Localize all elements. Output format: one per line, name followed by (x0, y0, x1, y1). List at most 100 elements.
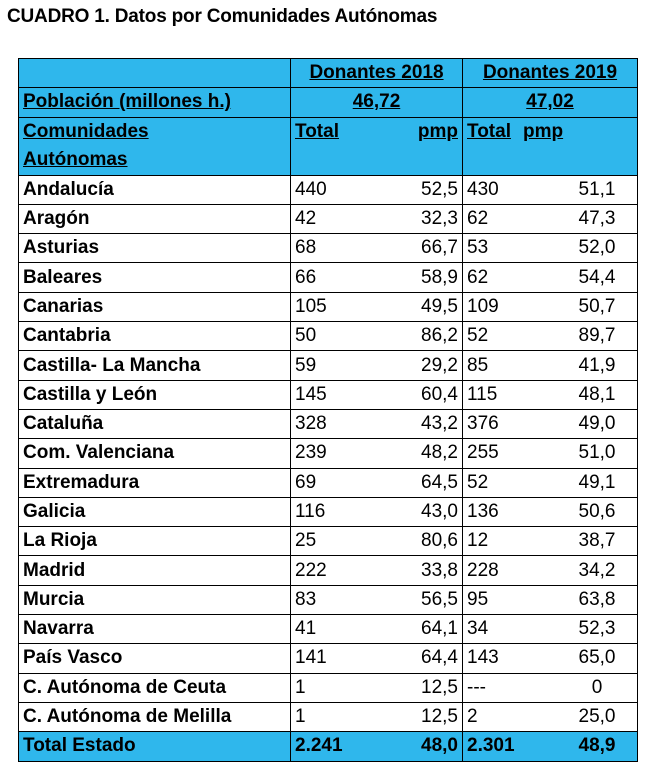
region-name-cell: Asturias (18, 233, 291, 264)
pmp-2018-value: 58,9 (421, 266, 458, 288)
poblacion-2019: 47,02 (526, 91, 574, 113)
region-name-cell: Canarias (18, 291, 291, 323)
donantes-2019-label: Donantes 2019 (482, 62, 618, 84)
values-2018-cell: 59 29,2 (290, 350, 463, 381)
values-2019-cell: 376 49,0 (462, 408, 638, 440)
table-row: Extremadura 69 64,5 52 49,1 (18, 467, 638, 498)
pmp-2018-value: 66,7 (421, 237, 458, 259)
total-2018-value: 239 (295, 442, 327, 464)
pmp-2019-value: 89,7 (578, 325, 616, 347)
table-row: Cantabria 50 86,2 52 89,7 (18, 321, 638, 352)
table-row: Navarra 41 64,1 34 52,3 (18, 614, 638, 645)
table-row: Canarias 105 49,5 109 50,7 (18, 291, 638, 323)
pmp-2019-value: 25,0 (578, 706, 616, 728)
total-2019-value: 52 (467, 325, 489, 347)
total-2019-value: --- (467, 676, 486, 698)
region-name-cell: Cantabria (18, 321, 291, 352)
table-title: CUADRO 1. Datos por Comunidades Autónoma… (7, 6, 438, 27)
pmp-2019-value: 51,0 (578, 442, 616, 464)
pmp-2018-value: 43,2 (421, 413, 458, 435)
total-2019-value: 115 (467, 383, 498, 405)
total-2018-label: Total (295, 120, 339, 142)
table-row: C. Autónoma de Ceuta 1 12,5 --- 0 (18, 672, 638, 703)
pmp-2018-value: 29,2 (421, 354, 458, 376)
pmp-2019-value: 52,0 (578, 237, 616, 259)
values-2019-cell: 85 41,9 (462, 350, 638, 381)
values-2019-cell: 34 52,3 (462, 614, 638, 645)
total-2018-value: 2.241 (295, 735, 343, 757)
header-row-comunidades: Comunidades Autónomas Total pmp Total pm… (18, 116, 638, 176)
region-name-cell: Cataluña (18, 408, 291, 440)
region-name-cell: Castilla y León (18, 379, 291, 410)
region-name-cell: Murcia (18, 584, 291, 616)
table-row: Andalucía 440 52,5 430 51,1 (18, 174, 638, 205)
total-2018-value: 105 (295, 295, 327, 317)
total-2018-value: 141 (295, 647, 327, 669)
comunidades-label-line2: Autónomas (23, 148, 128, 170)
pmp-2019-value: 48,1 (578, 383, 616, 405)
values-2019-cell: 2.301 48,9 (462, 731, 638, 762)
donantes-2018-label: Donantes 2018 (309, 62, 444, 84)
region-name-cell: C. Autónoma de Ceuta (18, 672, 291, 703)
header-donantes-2019: Donantes 2019 (462, 57, 638, 89)
total-2019-value: 95 (467, 588, 489, 610)
pmp-2019-value: 63,8 (578, 588, 616, 610)
values-2018-cell: 1 12,5 (290, 701, 463, 733)
pmp-2018-value: 86,2 (421, 325, 458, 347)
values-2018-cell: 42 32,3 (290, 203, 463, 235)
header-empty-cell (18, 57, 291, 89)
region-name-cell: Baleares (18, 262, 291, 293)
header-donantes-2018: Donantes 2018 (290, 57, 463, 89)
total-2018-value: 68 (295, 237, 317, 259)
region-name-cell: Com. Valenciana (18, 438, 291, 469)
region-name-cell: La Rioja (18, 526, 291, 557)
total-2018-value: 145 (295, 383, 327, 405)
total-2018-value: 83 (295, 588, 317, 610)
total-2019-value: 376 (467, 413, 499, 435)
values-2019-cell: 12 38,7 (462, 526, 638, 557)
table-row: Asturias 68 66,7 53 52,0 (18, 233, 638, 264)
region-name-cell: Galicia (18, 496, 291, 528)
table-row: Castilla- La Mancha 59 29,2 85 41,9 (18, 350, 638, 381)
region-name-cell: Extremadura (18, 467, 291, 498)
values-2018-cell: 69 64,5 (290, 467, 463, 498)
pmp-2018-value: 80,6 (421, 530, 458, 552)
total-2019-value: 2 (467, 706, 478, 728)
values-2018-cell: 141 64,4 (290, 643, 463, 674)
total-2019-value: 430 (467, 178, 499, 200)
comunidades-header-cell: Comunidades Autónomas (18, 116, 291, 176)
pmp-2019-label: pmp (523, 120, 564, 142)
table-row: Cataluña 328 43,2 376 49,0 (18, 408, 638, 440)
donors-table: Donantes 2018 Donantes 2019 Población (m… (18, 57, 638, 762)
pmp-2019-value: 38,7 (578, 530, 616, 552)
poblacion-2018: 46,72 (352, 91, 401, 113)
total-2018-value: 328 (295, 413, 327, 435)
total-2019-value: 2.301 (467, 735, 515, 757)
values-2019-cell: 228 34,2 (462, 555, 638, 586)
total-2018-value: 116 (295, 501, 326, 522)
pmp-2018-value: 49,5 (421, 295, 458, 317)
pmp-2018-value: 60,4 (421, 383, 458, 405)
values-2019-cell: --- 0 (462, 672, 638, 703)
pmp-2018-value: 64,4 (421, 647, 458, 669)
values-2019-cell: 62 47,3 (462, 203, 638, 235)
table-row: País Vasco 141 64,4 143 65,0 (18, 643, 638, 674)
values-2018-cell: 145 60,4 (290, 379, 463, 410)
values-2019-cell: 95 63,8 (462, 584, 638, 616)
pmp-2019-value: 54,4 (578, 266, 616, 288)
region-name-cell: País Vasco (18, 643, 291, 674)
pmp-2019-value: 47,3 (578, 208, 616, 230)
values-2018-cell: 105 49,5 (290, 291, 463, 323)
pmp-2019-value: 65,0 (578, 647, 616, 669)
values-2018-cell: 1 12,5 (290, 672, 463, 703)
pmp-2018-value: 32,3 (421, 208, 458, 230)
total-2018-value: 222 (295, 559, 327, 581)
values-2019-cell: 52 89,7 (462, 321, 638, 352)
pmp-2019-value: 48,9 (578, 735, 616, 757)
pmp-2018-value: 43,0 (421, 501, 458, 522)
total-2019-value: 52 (467, 471, 489, 493)
region-name-cell: C. Autónoma de Melilla (18, 701, 291, 733)
values-2019-cell: 62 54,4 (462, 262, 638, 293)
table-row: Galicia 116 43,0 136 50,6 (18, 496, 638, 528)
values-2018-cell: 83 56,5 (290, 584, 463, 616)
